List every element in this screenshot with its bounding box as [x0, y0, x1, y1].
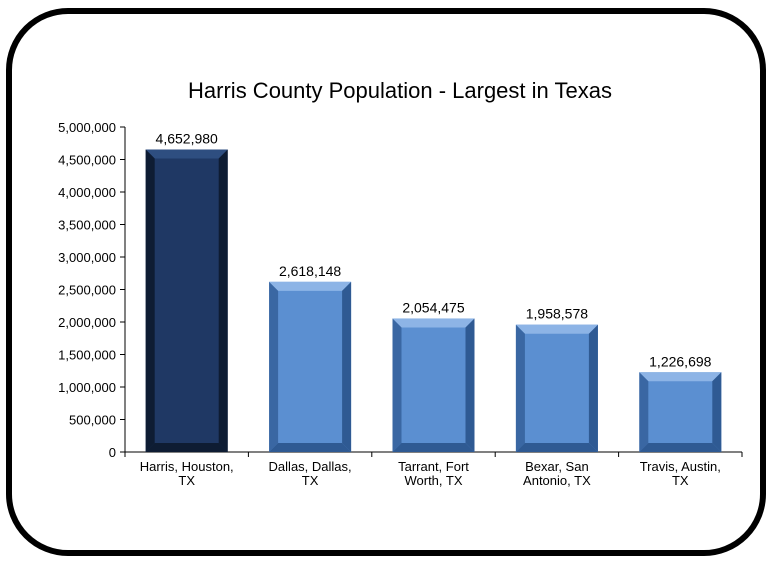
data-label: 2,618,148 — [279, 263, 341, 279]
bar — [269, 281, 352, 452]
y-tick-label: 5,000,000 — [58, 120, 116, 135]
y-tick-label: 3,500,000 — [58, 218, 116, 233]
category-label: TX — [672, 473, 689, 488]
chart-frame — [6, 8, 766, 556]
bars — [145, 149, 722, 452]
bar-bevel-top — [269, 281, 352, 291]
bar-bevel-right — [218, 149, 228, 452]
data-label: 2,054,475 — [402, 299, 464, 315]
bar-body — [639, 372, 722, 452]
category-label: Dallas, Dallas, — [269, 459, 352, 474]
bar-bevel-top — [515, 324, 598, 334]
category-label: Worth, TX — [404, 473, 462, 488]
y-tick-label: 4,500,000 — [58, 153, 116, 168]
y-tick-label: 2,000,000 — [58, 315, 116, 330]
bar-bevel-right — [342, 281, 352, 452]
bar-bevel-left — [639, 372, 649, 452]
bar-bevel-bottom — [392, 443, 475, 452]
category-label: Antonio, TX — [523, 473, 591, 488]
bar — [515, 324, 598, 452]
bar-bevel-right — [588, 324, 598, 452]
data-label: 4,652,980 — [156, 131, 218, 147]
bar-bevel-bottom — [269, 443, 352, 452]
bar-bevel-bottom — [639, 443, 722, 452]
y-tick-label: 0 — [109, 445, 116, 460]
bar — [145, 149, 228, 452]
bar-bevel-top — [392, 318, 475, 328]
bar-bevel-left — [145, 149, 155, 452]
bar — [639, 372, 722, 452]
data-label: 1,958,578 — [526, 306, 588, 322]
data-label: 1,226,698 — [649, 353, 711, 369]
bar — [392, 318, 475, 452]
category-label: TX — [178, 473, 195, 488]
axes: 0 500,000 1,000,000 1,500,000 2,000,000 2,500… — [58, 120, 743, 460]
y-tick-label: 1,000,000 — [58, 380, 116, 395]
y-tick-label: 3,000,000 — [58, 250, 116, 265]
category-label: Travis, Austin, — [640, 459, 721, 474]
y-tick-label: 500,000 — [69, 413, 116, 428]
bar-bevel-right — [712, 372, 722, 452]
bar-bevel-left — [515, 324, 525, 452]
bar-bevel-bottom — [515, 443, 598, 452]
bar-bevel-right — [465, 318, 475, 452]
bar-bevel-top — [639, 372, 722, 382]
bar-bevel-left — [392, 318, 402, 452]
category-label: Tarrant, Fort — [398, 459, 469, 474]
category-label: TX — [302, 473, 319, 488]
bar-bevel-left — [269, 281, 279, 452]
bar-body — [269, 281, 352, 452]
category-label: Harris, Houston, — [140, 459, 234, 474]
bar-body — [515, 324, 598, 452]
category-label: Bexar, San — [525, 459, 589, 474]
y-tick-label: 4,000,000 — [58, 185, 116, 200]
bar-bevel-bottom — [145, 443, 228, 452]
y-tick-label: 1,500,000 — [58, 348, 116, 363]
bar-body — [392, 318, 475, 452]
chart-title: Harris County Population - Largest in Te… — [188, 78, 612, 103]
y-tick-label: 2,500,000 — [58, 283, 116, 298]
bar-bevel-top — [145, 149, 228, 159]
bar-body — [145, 149, 228, 452]
